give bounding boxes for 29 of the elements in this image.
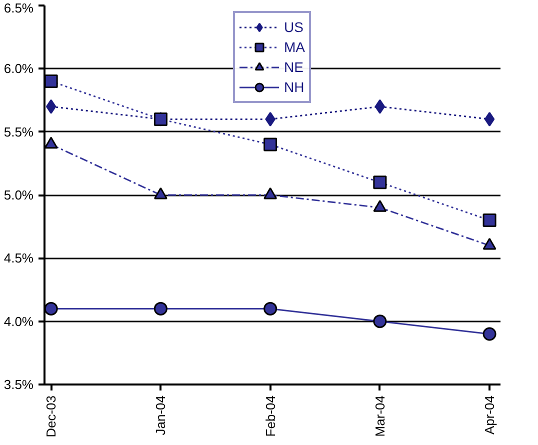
legend-label: NH [284, 79, 304, 95]
point [264, 138, 278, 152]
y-tick-label: 4.5% [4, 250, 34, 266]
point [44, 74, 58, 88]
y-tick-label: 6.0% [4, 61, 34, 76]
point [154, 302, 168, 316]
point [373, 314, 387, 328]
x-tick-label: Dec-03 [44, 395, 59, 438]
point [265, 112, 276, 126]
y-tick-label: 3.5% [4, 377, 34, 392]
y-tick-label: 4.0% [4, 314, 34, 329]
point [46, 99, 56, 114]
point [44, 302, 58, 316]
y-tick-label: 5.5% [4, 124, 34, 140]
x-tick-label: Apr-04 [482, 395, 498, 435]
y-tick-label: 5.0% [4, 188, 34, 202]
x-tick-label: Jan-04 [153, 396, 168, 436]
point [482, 327, 496, 341]
legend-label: MA [284, 39, 305, 55]
point [484, 112, 495, 126]
legend-label: US [284, 19, 304, 35]
x-tick-label: Feb-04 [262, 395, 278, 437]
point [373, 176, 387, 190]
point [374, 99, 386, 114]
legend-label: NE [284, 59, 304, 75]
point [482, 214, 496, 228]
x-tick-label: Mar-04 [372, 395, 388, 437]
point [264, 302, 278, 316]
y-tick-label: 6.5% [4, 0, 34, 16]
